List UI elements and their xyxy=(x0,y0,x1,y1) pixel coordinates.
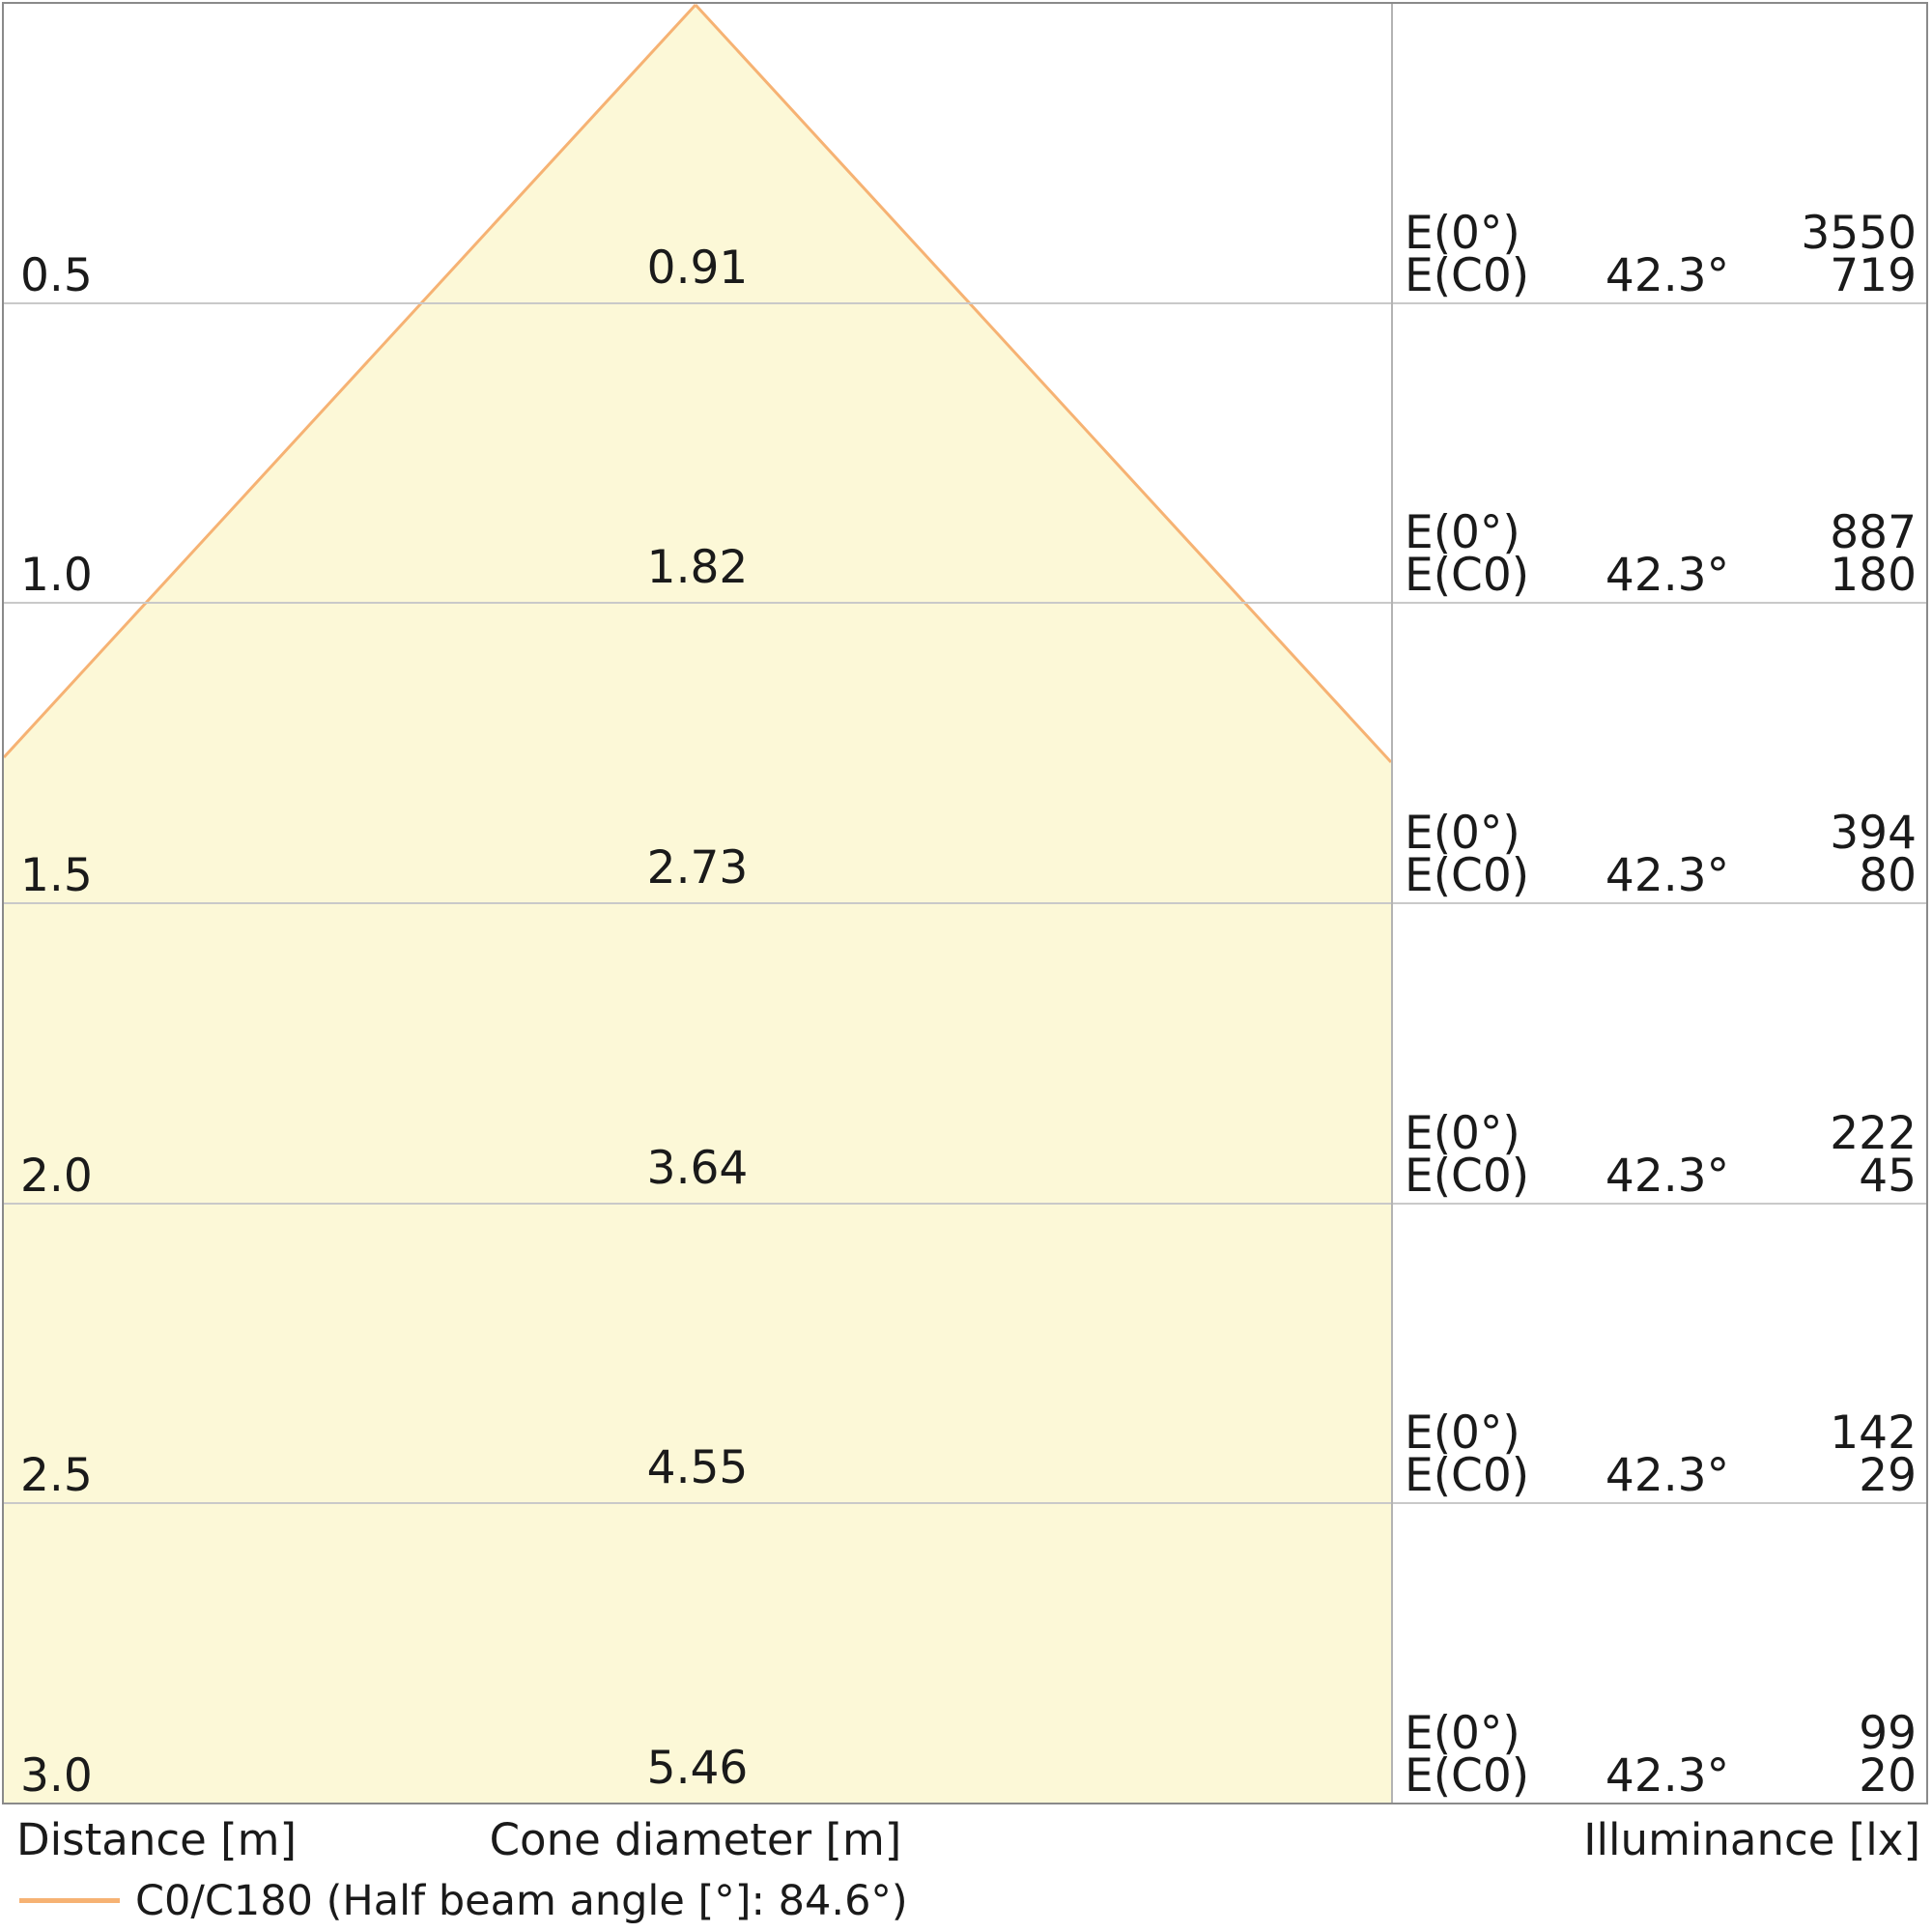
ec0-label: E(C0) xyxy=(1405,248,1530,302)
illuminance-block: E(0°) 99 E(C0) 42.3° 20 xyxy=(1405,1707,1917,1804)
beam-angle-value: 42.3° xyxy=(1605,1449,1730,1503)
e0-value: 222 xyxy=(1830,1106,1917,1160)
distance-label: 1.5 xyxy=(20,849,93,903)
table-row: 2.5 4.55 E(0°) 142 E(C0) 42.3° 29 xyxy=(4,1205,1926,1505)
distance-label: 1.0 xyxy=(20,549,93,603)
ec0-label: E(C0) xyxy=(1405,849,1530,903)
e0-label: E(0°) xyxy=(1405,1406,1520,1461)
e0-label: E(0°) xyxy=(1405,807,1520,861)
e0-label: E(0°) xyxy=(1405,1707,1520,1761)
e0-label: E(0°) xyxy=(1405,1106,1520,1160)
legend-line-swatch xyxy=(19,1898,120,1903)
ec0-value: 29 xyxy=(1859,1449,1917,1503)
chart-area: 0.5 0.91 E(0°) 3550 E(C0) 42.3° 719 1.0 … xyxy=(2,2,1928,1804)
illuminance-axis-label: Illuminance [lx] xyxy=(1583,1814,1920,1865)
table-row: 1.5 2.73 E(0°) 394 E(C0) 42.3° 80 xyxy=(4,604,1926,905)
ec0-label: E(C0) xyxy=(1405,1149,1530,1203)
ec0-value: 180 xyxy=(1830,549,1917,603)
table-row: 0.5 0.91 E(0°) 3550 E(C0) 42.3° 719 xyxy=(4,4,1926,304)
ec0-label: E(C0) xyxy=(1405,549,1530,603)
e0-label: E(0°) xyxy=(1405,506,1520,560)
beam-angle-value: 42.3° xyxy=(1605,849,1730,903)
ec0-value: 719 xyxy=(1830,248,1917,302)
column-divider xyxy=(1391,4,1393,1803)
ec0-value: 80 xyxy=(1859,849,1917,903)
ec0-value: 20 xyxy=(1859,1749,1917,1804)
e0-label: E(0°) xyxy=(1405,206,1520,260)
beam-angle-value: 42.3° xyxy=(1605,1149,1730,1203)
illuminance-block: E(0°) 887 E(C0) 42.3° 180 xyxy=(1405,506,1917,603)
axis-label-row: Distance [m] Cone diameter [m] Illuminan… xyxy=(0,1816,1932,1866)
legend: C0/C180 (Half beam angle [°]: 84.6°) xyxy=(0,1877,1932,1927)
distance-label: 0.5 xyxy=(20,248,93,302)
distance-axis-label: Distance [m] xyxy=(16,1814,298,1865)
illuminance-block: E(0°) 142 E(C0) 42.3° 29 xyxy=(1405,1406,1917,1503)
e0-value: 99 xyxy=(1859,1707,1917,1761)
beam-angle-value: 42.3° xyxy=(1605,248,1730,302)
cone-diameter-value: 4.55 xyxy=(646,1441,749,1495)
e0-value: 887 xyxy=(1830,506,1917,560)
ec0-label: E(C0) xyxy=(1405,1749,1530,1804)
illuminance-block: E(0°) 222 E(C0) 42.3° 45 xyxy=(1405,1106,1917,1203)
ec0-label: E(C0) xyxy=(1405,1449,1530,1503)
beam-angle-value: 42.3° xyxy=(1605,549,1730,603)
ec0-value: 45 xyxy=(1859,1149,1917,1203)
cone-diameter-value: 1.82 xyxy=(646,541,749,595)
beam-edge-left xyxy=(4,4,697,759)
e0-value: 142 xyxy=(1830,1406,1917,1461)
cone-diameter-value: 5.46 xyxy=(646,1742,749,1796)
cone-diameter-value: 3.64 xyxy=(646,1141,749,1195)
cone-diameter-axis-label: Cone diameter [m] xyxy=(489,1814,902,1865)
table-row: 1.0 1.82 E(0°) 887 E(C0) 42.3° 180 xyxy=(4,304,1926,605)
cone-diameter-value: 0.91 xyxy=(646,241,749,295)
table-row: 2.0 3.64 E(0°) 222 E(C0) 42.3° 45 xyxy=(4,904,1926,1205)
distance-label: 2.5 xyxy=(20,1449,93,1503)
beam-edge-right xyxy=(694,4,1391,764)
illuminance-block: E(0°) 3550 E(C0) 42.3° 719 xyxy=(1405,206,1917,302)
e0-value: 394 xyxy=(1830,807,1917,861)
e0-value: 3550 xyxy=(1801,206,1917,260)
illuminance-block: E(0°) 394 E(C0) 42.3° 80 xyxy=(1405,807,1917,903)
distance-label: 2.0 xyxy=(20,1149,93,1203)
cone-diameter-value: 2.73 xyxy=(646,841,749,895)
table-row: 3.0 5.46 E(0°) 99 E(C0) 42.3° 20 xyxy=(4,1504,1926,1803)
distance-label: 3.0 xyxy=(20,1749,93,1804)
beam-angle-value: 42.3° xyxy=(1605,1749,1730,1804)
legend-label: C0/C180 (Half beam angle [°]: 84.6°) xyxy=(135,1877,908,1925)
